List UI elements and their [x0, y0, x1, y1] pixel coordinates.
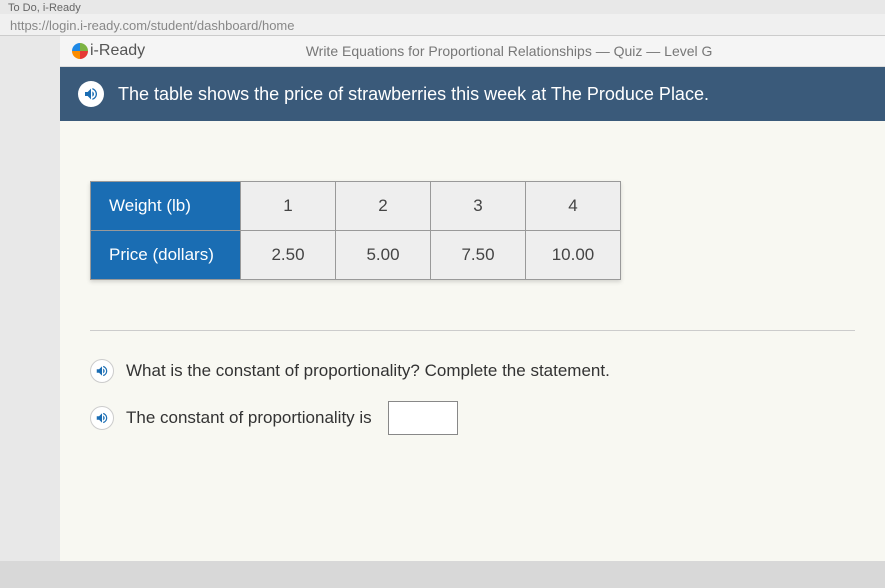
speaker-icon: [95, 411, 109, 425]
divider: [90, 330, 855, 331]
speaker-icon: [83, 86, 99, 102]
cell-weight-4: 4: [526, 182, 621, 231]
content-area: Weight (lb) 1 2 3 4 Price (dollars) 2.50…: [60, 121, 885, 561]
question-row: What is the constant of proportionality?…: [90, 359, 855, 383]
logo: i-Ready: [72, 42, 145, 60]
audio-button-answer[interactable]: [90, 406, 114, 430]
cell-weight-1: 1: [241, 182, 336, 231]
audio-icon[interactable]: [78, 81, 104, 107]
cell-price-3: 7.50: [431, 231, 526, 280]
speaker-icon: [95, 364, 109, 378]
cell-price-1: 2.50: [241, 231, 336, 280]
data-table: Weight (lb) 1 2 3 4 Price (dollars) 2.50…: [90, 181, 621, 280]
tab-title: To Do, i-Ready: [8, 2, 81, 14]
browser-tab: To Do, i-Ready: [0, 0, 885, 14]
table-row: Price (dollars) 2.50 5.00 7.50 10.00: [91, 231, 621, 280]
answer-row: The constant of proportionality is: [90, 401, 855, 435]
url-bar[interactable]: https://login.i-ready.com/student/dashbo…: [0, 14, 885, 36]
answer-input[interactable]: [388, 401, 458, 435]
cell-weight-3: 3: [431, 182, 526, 231]
answer-prefix: The constant of proportionality is: [126, 408, 372, 428]
logo-text: i-Ready: [90, 42, 145, 60]
row-label-weight: Weight (lb): [91, 182, 241, 231]
table-row: Weight (lb) 1 2 3 4: [91, 182, 621, 231]
row-label-price: Price (dollars): [91, 231, 241, 280]
logo-icon: [72, 43, 88, 59]
question-text: What is the constant of proportionality?…: [126, 361, 610, 381]
audio-button-question[interactable]: [90, 359, 114, 383]
header-bar: i-Ready Write Equations for Proportional…: [60, 36, 885, 67]
prompt-text: The table shows the price of strawberrie…: [118, 84, 709, 105]
prompt-bar: The table shows the price of strawberrie…: [60, 67, 885, 121]
cell-price-4: 10.00: [526, 231, 621, 280]
breadcrumb: Write Equations for Proportional Relatio…: [145, 43, 873, 59]
url-text: https://login.i-ready.com/student/dashbo…: [10, 18, 294, 33]
cell-price-2: 5.00: [336, 231, 431, 280]
app-container: i-Ready Write Equations for Proportional…: [0, 36, 885, 561]
cell-weight-2: 2: [336, 182, 431, 231]
